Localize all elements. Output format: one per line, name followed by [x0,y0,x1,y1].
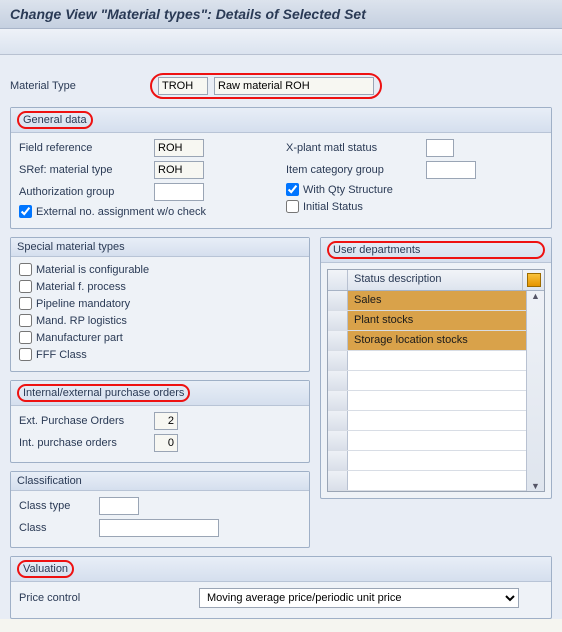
row-header[interactable] [328,431,348,450]
status-desc-cell[interactable] [348,471,526,490]
special-type-label: Pipeline mandatory [36,298,130,310]
user-dep-title: User departments [327,241,545,259]
special-type-label: Manufacturer part [36,332,123,344]
price-control-label: Price control [19,592,199,604]
ext-po-input[interactable] [154,412,178,430]
material-type-code[interactable] [158,77,208,95]
table-corner[interactable] [328,270,348,290]
price-control-select[interactable]: Moving average price/periodic unit price [199,588,519,608]
general-data-title: General data [17,111,93,129]
classification-group: Classification Class type Class [10,471,310,548]
xplant-input[interactable] [426,139,454,157]
ext-no-checkbox[interactable] [19,205,32,218]
row-header[interactable] [328,451,348,470]
table-settings-button[interactable] [522,270,544,290]
class-input[interactable] [99,519,219,537]
sref-label: SRef: material type [19,164,154,176]
class-label: Class [19,522,99,534]
itemcat-input[interactable] [426,161,476,179]
row-header[interactable] [328,371,348,390]
init-checkbox[interactable] [286,200,299,213]
auth-group-label: Authorization group [19,186,154,198]
status-desc-header[interactable]: Status description [348,270,522,290]
field-reference-label: Field reference [19,142,154,154]
po-title: Internal/external purchase orders [17,384,190,402]
status-desc-cell[interactable] [348,411,526,430]
row-header[interactable] [328,471,348,490]
po-group: Internal/external purchase orders Ext. P… [10,380,310,463]
classification-title: Classification [11,472,309,491]
scroll-up-icon: ▲ [531,291,540,301]
itemcat-label: Item category group [286,164,426,176]
sref-input[interactable] [154,161,204,179]
qty-checkbox[interactable] [286,183,299,196]
row-header[interactable] [328,331,348,350]
special-type-label: FFF Class [36,349,87,361]
special-types-title: Special material types [11,238,309,257]
table-row[interactable] [328,391,526,411]
classtype-input[interactable] [99,497,139,515]
special-type-checkbox[interactable] [19,280,32,293]
table-row[interactable]: Plant stocks [328,311,526,331]
status-desc-cell[interactable] [348,351,526,370]
table-row[interactable] [328,431,526,451]
user-dep-table: Status description SalesPlant stocksStor… [327,269,545,492]
table-row[interactable] [328,471,526,491]
status-desc-cell[interactable]: Sales [348,291,526,310]
special-type-checkbox[interactable] [19,263,32,276]
int-po-label: Int. purchase orders [19,437,154,449]
status-desc-cell[interactable] [348,451,526,470]
table-row[interactable] [328,371,526,391]
status-desc-cell[interactable] [348,431,526,450]
general-data-group: General data Field reference SRef: mater… [10,107,552,229]
scroll-down-icon: ▼ [531,481,540,491]
special-types-group: Special material types Material is confi… [10,237,310,372]
toolbar [0,29,562,55]
auth-group-input[interactable] [154,183,204,201]
material-type-highlight [150,73,382,99]
special-type-checkbox[interactable] [19,297,32,310]
int-po-input[interactable] [154,434,178,452]
row-header[interactable] [328,311,348,330]
init-label: Initial Status [303,201,363,213]
table-row[interactable] [328,351,526,371]
special-type-label: Material f. process [36,281,126,293]
ext-po-label: Ext. Purchase Orders [19,415,154,427]
page-title: Change View "Material types": Details of… [0,0,562,29]
status-desc-cell[interactable] [348,391,526,410]
classtype-label: Class type [19,500,99,512]
special-type-label: Mand. RP logistics [36,315,127,327]
row-header[interactable] [328,411,348,430]
status-desc-cell[interactable]: Plant stocks [348,311,526,330]
special-type-checkbox[interactable] [19,314,32,327]
user-dep-group: User departments Status description Sale… [320,237,552,499]
settings-icon [527,273,541,287]
table-scrollbar[interactable]: ▲ ▼ [526,291,544,491]
material-type-desc[interactable] [214,77,374,95]
table-row[interactable]: Storage location stocks [328,331,526,351]
row-header[interactable] [328,351,348,370]
valuation-title: Valuation [17,560,74,578]
table-row[interactable]: Sales [328,291,526,311]
status-desc-cell[interactable]: Storage location stocks [348,331,526,350]
special-type-label: Material is configurable [36,264,149,276]
field-reference-input[interactable] [154,139,204,157]
row-header[interactable] [328,291,348,310]
xplant-label: X-plant matl status [286,142,426,154]
table-row[interactable] [328,411,526,431]
row-header[interactable] [328,391,348,410]
qty-label: With Qty Structure [303,184,393,196]
special-type-checkbox[interactable] [19,331,32,344]
valuation-group: Valuation Price control Moving average p… [10,556,552,619]
status-desc-cell[interactable] [348,371,526,390]
material-type-label: Material Type [10,80,130,92]
special-type-checkbox[interactable] [19,348,32,361]
ext-no-label: External no. assignment w/o check [36,206,206,218]
table-row[interactable] [328,451,526,471]
